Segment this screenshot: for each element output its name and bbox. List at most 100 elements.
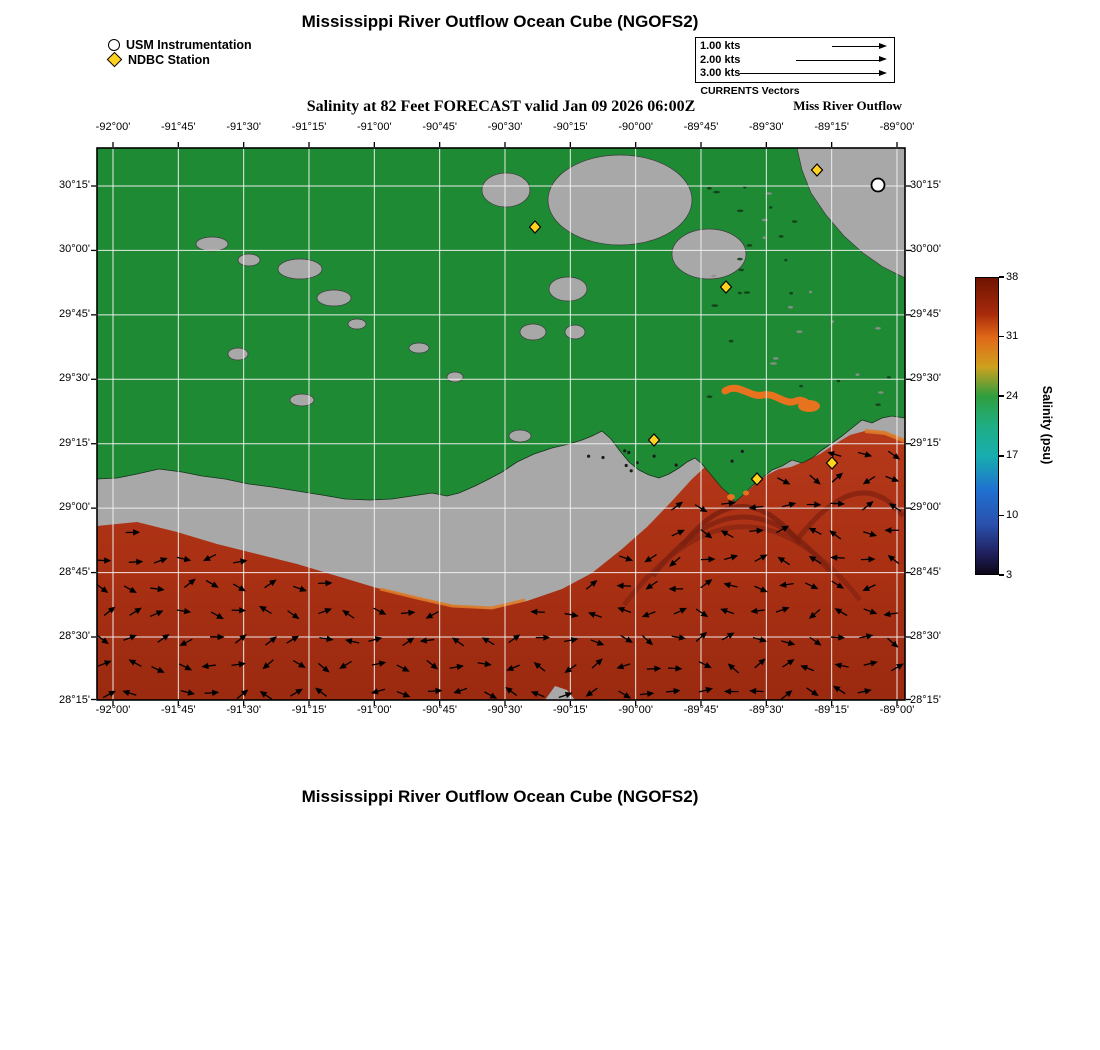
colorbar-tick-label: 10 [1006,508,1019,521]
marsh-islands [587,185,892,473]
currents-row-arrowhead-icon [879,69,887,76]
x-tick-label-bottom: -89°00' [879,704,915,716]
x-tick-label-bottom: -91°30' [226,704,261,716]
x-tick-label-bottom: -91°00' [357,704,392,716]
miss-river-outflow-label: Miss River Outflow [793,98,902,113]
x-tick-label-top: -90°30' [487,121,523,133]
y-tick-label-left: 28°15' [59,694,90,707]
currents-vector-scale-box: 1.00 kts 2.00 kts 3.00 kts [695,37,895,83]
bottom-figure-title: Mississippi River Outflow Ocean Cube (NG… [301,787,699,806]
currents-row-vector-line [796,59,880,61]
x-tick-label-bottom: -89°15' [814,704,849,716]
ndbc-station-marker [825,456,839,470]
y-tick-label-left: 29°15' [59,436,90,449]
currents-row-vector-line [740,73,880,74]
map-frame [96,147,906,701]
currents-row-label: 2.00 kts [700,53,741,66]
y-tick-label-left: 28°30' [59,630,90,642]
y-tick-label-left: 29°45' [59,307,90,320]
y-tick-label-right: 29°15' [910,436,941,449]
ndbc-station-marker [719,280,733,294]
colorbar-tick-mark [999,574,1004,576]
lakes [195,154,747,443]
y-tick-label-right: 30°15' [910,179,941,191]
marker-legend: USM Instrumentation NDBC Station [106,37,252,68]
x-tick-label-bottom: -91°45' [161,704,196,716]
colorbar-tick-label: 3 [1006,568,1013,581]
currents-row: 1.00 kts [696,40,894,54]
x-tick-label-top: -89°15' [814,121,849,133]
currents-row: 3.00 kts [696,67,894,81]
salinity-forecast-map [91,142,911,706]
usm-instrumentation-marker [870,177,886,193]
colorbar-tick-label: 17 [1006,449,1019,462]
station-markers [528,163,886,486]
colorbar-tick-label: 24 [1006,389,1019,402]
usm-circle-icon [108,38,120,51]
ndbc-station-marker [810,163,824,177]
x-tick-label-top: -91°15' [291,121,327,133]
y-tick-label-right: 28°15' [910,694,941,707]
x-tick-label-bottom: -90°15' [553,704,588,716]
x-tick-label-bottom: -92°00' [95,704,131,716]
x-tick-label-top: -89°30' [749,121,784,133]
colorbar-tick-label: 38 [1006,270,1019,283]
y-tick-label-right: 28°30' [910,630,941,642]
x-tick-label-top: -92°00' [95,121,131,133]
usm-legend-row: USM Instrumentation [108,37,252,52]
x-tick-label-bottom: -90°45' [422,704,457,716]
figure-title: Mississippi River Outflow Ocean Cube (NG… [301,12,699,31]
y-tick-label-right: 28°45' [910,565,941,578]
ndbc-station-marker [647,433,661,447]
x-tick-label-top: -90°00' [618,121,653,133]
currents-row-label: 3.00 kts [700,67,741,79]
y-tick-label-left: 28°45' [59,565,90,578]
y-tick-label-right: 29°00' [910,501,941,514]
currents-row-vector-line [832,46,880,47]
colorbar-tick-label: 31 [1006,330,1019,343]
currents-row-arrowhead-icon [879,42,887,49]
ndbc-station-marker [528,220,542,234]
x-tick-label-bottom: -89°30' [749,704,784,716]
ndbc-diamond-icon [106,51,123,68]
currents-legend-caption: CURRENTS Vectors [700,85,800,97]
x-tick-label-top: -89°00' [879,121,915,133]
ndbc-station-marker [750,472,764,486]
x-tick-label-top: -91°30' [226,121,261,133]
river-plume [721,384,820,500]
colorbar-tick-mark [999,514,1004,517]
currents-row-label: 1.00 kts [700,40,741,52]
y-tick-label-right: 29°30' [910,372,941,385]
currents-row-arrowhead-icon [879,56,887,63]
currents-row: 2.00 kts [696,54,894,68]
usm-legend-label: USM Instrumentation [126,37,252,52]
x-tick-label-bottom: -91°15' [291,704,327,716]
x-tick-label-top: -91°00' [357,121,392,133]
current-vectors [96,450,904,700]
colorbar-tick-mark [999,455,1004,457]
x-tick-label-bottom: -89°45' [683,704,719,716]
axis-ticks [91,142,911,706]
y-tick-label-left: 30°00' [59,243,90,256]
y-tick-label-right: 29°45' [910,307,941,320]
x-tick-label-bottom: -90°00' [618,704,653,716]
x-tick-label-top: -90°15' [553,121,588,133]
salinity-colorbar [975,277,999,575]
y-tick-label-left: 29°30' [59,372,90,385]
ndbc-legend-label: NDBC Station [128,52,210,67]
x-tick-label-top: -91°45' [161,121,196,133]
colorbar-tick-mark [999,395,1004,397]
x-tick-label-top: -90°45' [422,121,457,133]
x-tick-label-top: -89°45' [683,121,719,133]
colorbar-title: Salinity (psu) [1040,385,1054,465]
y-tick-label-left: 30°15' [59,179,90,191]
colorbar-tick-mark [999,335,1004,338]
y-tick-label-right: 30°00' [910,243,941,256]
colorbar-tick-mark [999,276,1004,278]
x-tick-label-bottom: -90°30' [487,704,523,716]
gulf-salinity-field [97,429,906,700]
ndbc-legend-row: NDBC Station [106,51,252,68]
y-tick-label-left: 29°00' [59,501,90,514]
forecast-subtitle: Salinity at 82 Feet FORECAST valid Jan 0… [306,98,696,115]
